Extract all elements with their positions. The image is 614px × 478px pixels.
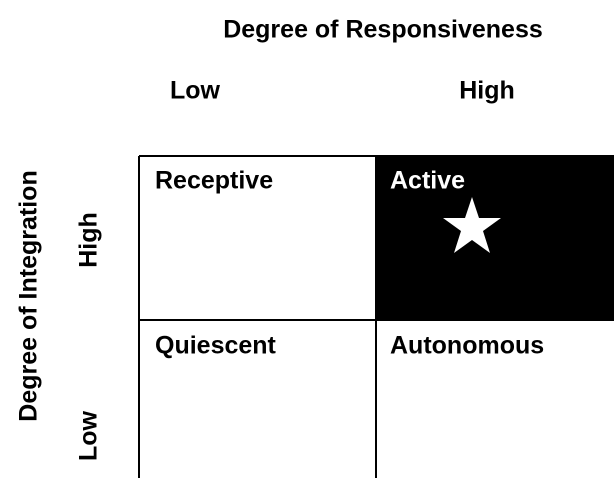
y-axis-title: Degree of Integration	[15, 170, 43, 421]
cell-label: Quiescent	[155, 332, 277, 360]
highlight-cell	[376, 156, 614, 320]
cell-label: Active	[390, 167, 465, 195]
cell-label: Receptive	[155, 167, 273, 195]
cell-label: Autonomous	[390, 332, 544, 360]
column-label: Low	[170, 77, 221, 105]
column-label: High	[459, 77, 515, 105]
star-icon	[443, 197, 501, 253]
x-axis-title: Degree of Responsiveness	[223, 16, 543, 44]
grid	[138, 155, 614, 478]
row-label: High	[75, 212, 103, 268]
row-label: Low	[75, 410, 103, 461]
